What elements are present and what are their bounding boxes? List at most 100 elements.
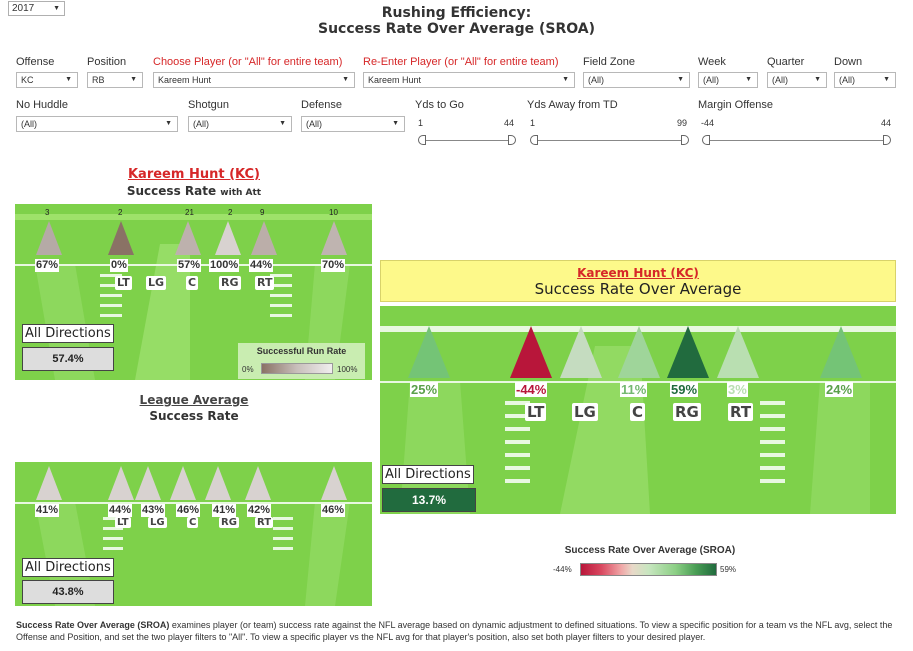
- position-lg: LG: [146, 276, 167, 290]
- all-directions-value: 43.8%: [22, 580, 114, 604]
- direction-arrow[interactable]: [36, 221, 62, 255]
- direction-arrow[interactable]: [560, 326, 602, 378]
- direction-pct: 67%: [35, 259, 60, 272]
- yds-away-td-max-handle[interactable]: [681, 135, 689, 145]
- direction-arrow[interactable]: [36, 466, 62, 500]
- yds-to-go-max: 44: [504, 118, 515, 128]
- field-zone-label: Field Zone: [583, 56, 635, 68]
- direction-arrow[interactable]: [321, 221, 347, 255]
- defense-dropdown[interactable]: (All) ▼: [301, 116, 405, 132]
- direction-pct: 46%: [321, 504, 346, 517]
- week-label: Week: [698, 56, 726, 68]
- league-title: League Average: [139, 393, 249, 407]
- direction-count: 2: [228, 208, 233, 217]
- yds-away-td-max: 99: [677, 118, 688, 128]
- league-field-frame: 41% 44% 43% 46% 41% 42% 46% LT LG C RG R…: [15, 428, 372, 606]
- player-panel-title: Kareem Hunt (KC): [16, 167, 372, 182]
- direction-pct: 3%: [727, 382, 748, 397]
- no-huddle-dropdown[interactable]: (All) ▼: [16, 116, 178, 132]
- chevron-down-icon: ▼: [130, 76, 137, 83]
- position-rg: RG: [673, 403, 701, 421]
- yds-to-go-label: Yds to Go: [415, 99, 464, 111]
- player-field: 3 2 21 2 9 10 67% 0% 57% 100% 44% 70% LT…: [15, 204, 372, 380]
- direction-pct: 46%: [176, 504, 201, 517]
- field-zone-dropdown[interactable]: (All) ▼: [583, 72, 690, 88]
- yds-to-go-min: 1: [418, 118, 424, 128]
- yds-to-go-max-handle[interactable]: [508, 135, 516, 145]
- direction-arrow[interactable]: [820, 326, 862, 378]
- year-select[interactable]: 2017 ▼: [8, 1, 65, 16]
- offense-value: KC: [21, 75, 34, 85]
- legend-gradient: [580, 563, 717, 576]
- margin-offense-min-handle[interactable]: [702, 135, 710, 145]
- direction-pct: 70%: [321, 259, 346, 272]
- shotgun-value: (All): [193, 119, 209, 129]
- direction-arrow[interactable]: [408, 326, 450, 378]
- offense-dropdown[interactable]: KC ▼: [16, 72, 78, 88]
- chevron-down-icon: ▼: [677, 76, 684, 83]
- direction-pct: 11%: [620, 382, 648, 397]
- yds-to-go-min-handle[interactable]: [418, 135, 426, 145]
- chevron-down-icon: ▼: [342, 76, 349, 83]
- all-directions-value: 57.4%: [22, 347, 114, 371]
- player-subtitle-text: Success Rate: [126, 184, 217, 198]
- footer-description: Success Rate Over Average (SROA) examine…: [16, 619, 901, 643]
- direction-count: 2: [118, 208, 123, 217]
- margin-offense-min: -44: [701, 118, 715, 128]
- direction-pct: 57%: [177, 259, 202, 272]
- yds-away-td-track[interactable]: [536, 140, 686, 141]
- direction-arrow[interactable]: [321, 466, 347, 500]
- chevron-down-icon: ▼: [814, 76, 821, 83]
- direction-arrow[interactable]: [135, 466, 161, 500]
- margin-offense-track[interactable]: [708, 140, 888, 141]
- player-panel-subtitle: Success Rate with Att: [16, 184, 372, 198]
- reenter-player-value: Kareem Hunt: [368, 75, 422, 85]
- direction-arrow[interactable]: [667, 326, 709, 378]
- footer-bold: Success Rate Over Average (SROA): [16, 620, 170, 630]
- shotgun-dropdown[interactable]: (All) ▼: [188, 116, 292, 132]
- direction-arrow[interactable]: [717, 326, 759, 378]
- direction-arrow[interactable]: [510, 326, 552, 378]
- choose-player-value: Kareem Hunt: [158, 75, 212, 85]
- quarter-label: Quarter: [767, 56, 805, 68]
- down-dropdown[interactable]: (All) ▼: [834, 72, 896, 88]
- quarter-dropdown[interactable]: (All) ▼: [767, 72, 827, 88]
- player-subtitle-small: with Att: [220, 188, 262, 198]
- direction-pct: 24%: [825, 382, 854, 397]
- margin-offense-max-handle[interactable]: [883, 135, 891, 145]
- chevron-down-icon: ▼: [562, 76, 569, 83]
- yds-away-td-min-handle[interactable]: [530, 135, 538, 145]
- direction-arrow[interactable]: [205, 466, 231, 500]
- position-dropdown[interactable]: RB ▼: [87, 72, 143, 88]
- direction-arrow[interactable]: [618, 326, 660, 378]
- shotgun-label: Shotgun: [188, 99, 229, 111]
- direction-arrow[interactable]: [170, 466, 196, 500]
- sroa-player-link[interactable]: Kareem Hunt (KC): [577, 266, 699, 280]
- no-huddle-value: (All): [21, 119, 37, 129]
- direction-pct: 44%: [108, 504, 133, 517]
- position-c: C: [630, 403, 646, 421]
- margin-offense-max: 44: [881, 118, 892, 128]
- yds-to-go-track[interactable]: [424, 140, 514, 141]
- all-directions-label: All Directions: [382, 465, 474, 484]
- direction-pct: 25%: [410, 382, 439, 397]
- defense-label: Defense: [301, 99, 342, 111]
- reenter-player-dropdown[interactable]: Kareem Hunt ▼: [363, 72, 575, 88]
- direction-arrow[interactable]: [215, 221, 241, 255]
- all-directions-value: 13.7%: [382, 488, 476, 512]
- direction-pct: 41%: [35, 504, 60, 517]
- direction-arrow[interactable]: [175, 221, 201, 255]
- direction-arrow[interactable]: [245, 466, 271, 500]
- direction-arrow[interactable]: [251, 221, 277, 255]
- choose-player-dropdown[interactable]: Kareem Hunt ▼: [153, 72, 355, 88]
- direction-arrow[interactable]: [108, 221, 134, 255]
- margin-offense-label: Margin Offense: [698, 99, 774, 111]
- no-huddle-label: No Huddle: [16, 99, 68, 111]
- defense-value: (All): [306, 119, 322, 129]
- chevron-down-icon: ▼: [279, 120, 286, 127]
- all-directions-label: All Directions: [22, 324, 114, 343]
- direction-arrow[interactable]: [108, 466, 134, 500]
- week-dropdown[interactable]: (All) ▼: [698, 72, 758, 88]
- footer-text: examines player (or team) success rate a…: [16, 620, 893, 642]
- player-name-link[interactable]: Kareem Hunt (KC): [127, 167, 260, 182]
